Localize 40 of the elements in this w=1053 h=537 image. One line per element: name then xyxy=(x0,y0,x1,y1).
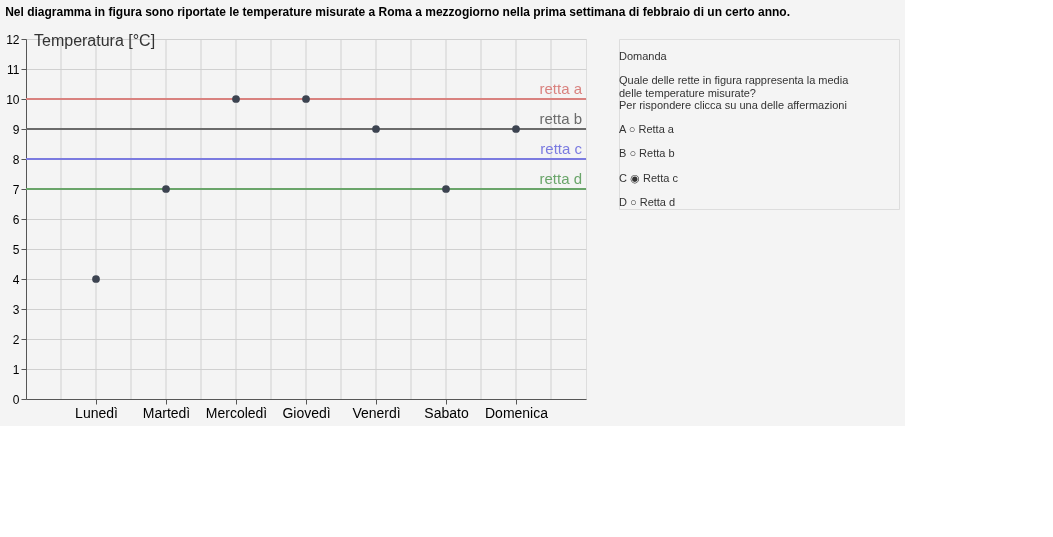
x-tick-label: Domenica xyxy=(484,404,549,421)
y-tick-label: 10 xyxy=(6,92,20,107)
x-tick-label: Martedì xyxy=(142,404,191,421)
point xyxy=(372,125,380,133)
y-tick-label: 4 xyxy=(12,272,20,287)
point xyxy=(512,125,520,133)
point xyxy=(162,185,170,193)
y-tick-label: 7 xyxy=(12,182,20,197)
point xyxy=(442,185,450,193)
point xyxy=(302,95,310,103)
x-tick-label: Venerdì xyxy=(352,404,401,421)
text: Quale delle rette in figura rappresenta la media delle temperature misurate? xyxy=(619,74,850,100)
y-tick-label: 3 xyxy=(12,302,20,317)
point xyxy=(92,275,100,283)
y-tick-label: 12 xyxy=(6,32,20,47)
y-tick-label: 11 xyxy=(7,62,20,77)
y-axis-title: Temperatura [°C] xyxy=(34,32,156,49)
point xyxy=(232,95,240,103)
chart-title: Nel diagramma in figura sono riportate le temperature misurate a Roma a mezzogiorno nella prima settimana di febbraio di un certo anno. xyxy=(5,4,790,19)
y-tick-label: 8 xyxy=(12,152,20,167)
text: D ○ Retta d xyxy=(619,195,676,208)
text: A ○ Retta a xyxy=(619,123,675,135)
y-tick-label: 9 xyxy=(12,122,20,137)
x-tick-label: Sabato xyxy=(424,404,469,421)
y-tick-label: 2 xyxy=(12,332,20,347)
text: C ◉ Retta c xyxy=(619,171,679,184)
x-tick-label: Mercoledì xyxy=(205,404,268,421)
ref-line-label: retta d xyxy=(539,170,582,187)
y-tick-label: 6 xyxy=(12,212,20,227)
x-tick-label: Lunedì xyxy=(75,404,118,421)
ref-line-label: retta c xyxy=(540,140,583,157)
text: Domanda xyxy=(619,50,668,63)
y-tick-label: 0 xyxy=(12,392,20,407)
y-tick-label: 5 xyxy=(12,242,20,257)
text: Per rispondere clicca su una delle affermazioni xyxy=(619,98,847,111)
x-tick-label: Giovedì xyxy=(282,404,331,421)
ref-line-label: retta b xyxy=(539,110,582,127)
text: B ○ Retta b xyxy=(619,147,675,160)
y-tick-label: 1 xyxy=(12,362,20,377)
ref-line-label: retta a xyxy=(539,80,583,97)
